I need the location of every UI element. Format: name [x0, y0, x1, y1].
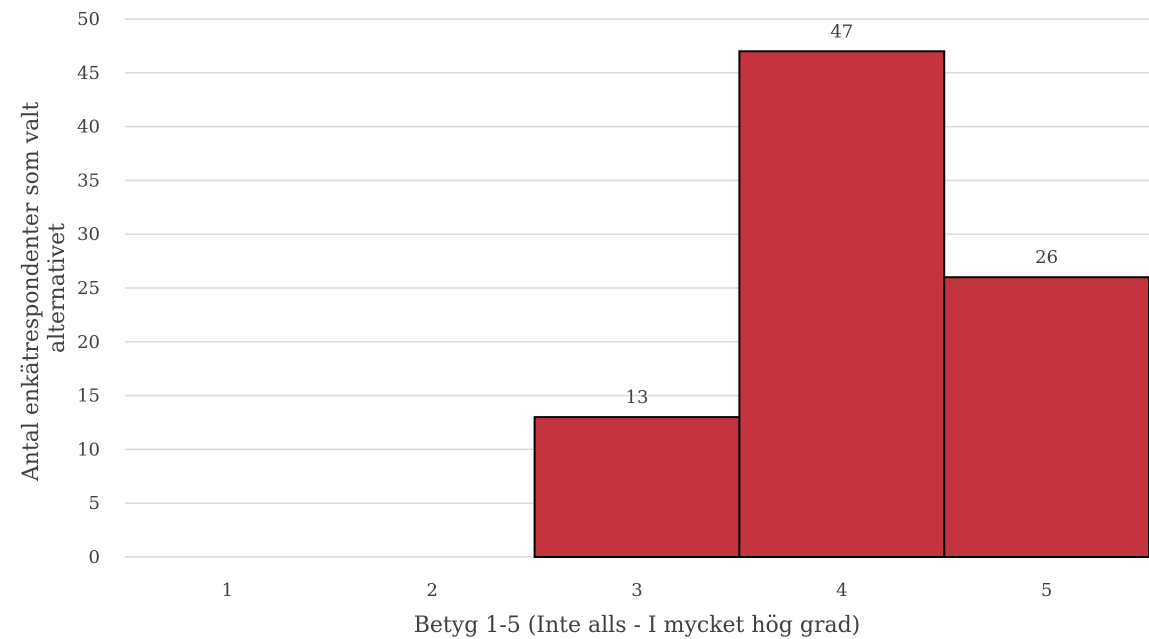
data-label: 47 [830, 21, 853, 42]
y-tick-label: 50 [77, 9, 100, 30]
gridlines [125, 18, 1149, 558]
y-tick-label: 0 [89, 547, 100, 568]
y-tick-label: 40 [77, 117, 100, 138]
data-label: 13 [626, 387, 649, 408]
x-axis-ticks: 1 2 3 4 5 [222, 580, 1053, 601]
bar [533, 416, 741, 558]
y-tick-label: 30 [77, 224, 100, 245]
y-axis-title-line-2: alternativet [45, 223, 70, 353]
x-tick-label: 4 [836, 580, 847, 601]
x-tick-label: 1 [222, 580, 233, 601]
x-tick-label: 3 [631, 580, 642, 601]
y-tick-label: 45 [77, 63, 100, 84]
y-tick-label: 5 [89, 493, 100, 514]
y-tick-label: 15 [77, 386, 100, 407]
y-tick-label: 35 [77, 170, 100, 191]
y-axis-title-line-1: Antal enkätrespondenter som valt [19, 102, 44, 482]
x-tick-label: 5 [1041, 580, 1052, 601]
data-labels: 13 47 26 [626, 21, 1059, 408]
bar [943, 276, 1149, 558]
x-axis-title: Betyg 1-5 (Inte alls - I mycket hög grad… [414, 613, 861, 638]
bars [533, 50, 1149, 558]
y-tick-label: 10 [77, 439, 100, 460]
y-axis-title: Antal enkätrespondenter som valt alterna… [19, 95, 70, 482]
y-axis-ticks: 0 5 10 15 20 25 30 35 40 45 50 [77, 9, 100, 568]
y-tick-label: 25 [77, 278, 100, 299]
x-tick-label: 2 [426, 580, 437, 601]
bar [738, 50, 946, 558]
y-tick-label: 20 [77, 332, 100, 353]
data-label: 26 [1035, 247, 1058, 268]
